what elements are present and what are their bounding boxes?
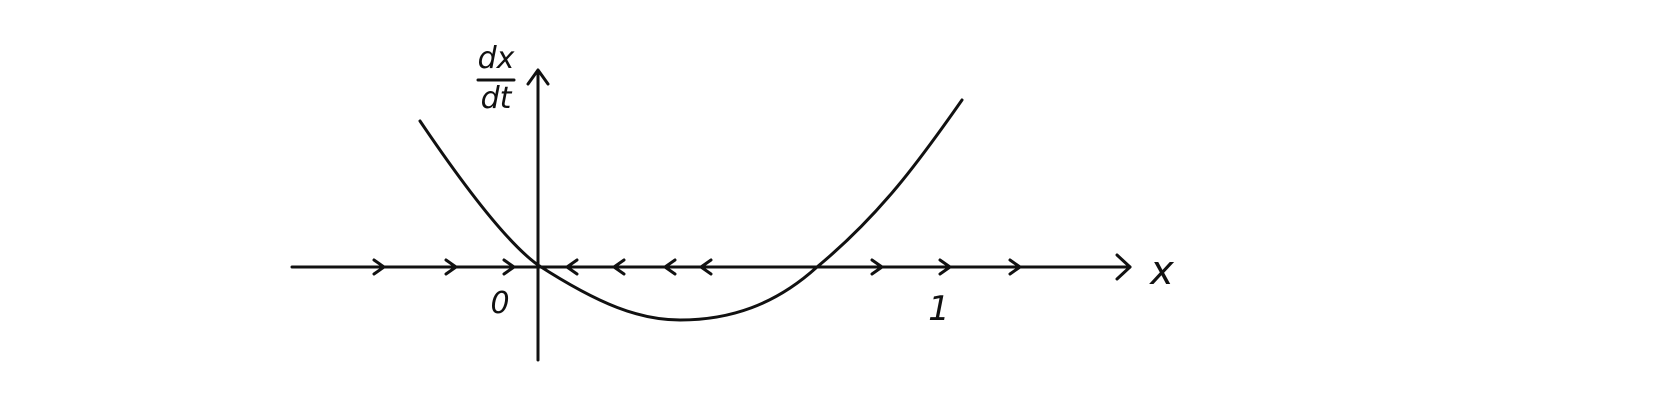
- y-axis-label-denominator: dt: [481, 81, 513, 116]
- flow-arrow-left: [612, 258, 626, 276]
- flow-arrow-right: [870, 258, 884, 276]
- flow-arrow-right: [444, 258, 458, 276]
- y-axis-arrowhead: [526, 68, 550, 86]
- flow-arrow-left: [699, 258, 713, 276]
- flow-arrow-right: [502, 258, 516, 276]
- flow-arrows: [372, 258, 1022, 276]
- flow-arrow-left: [565, 258, 579, 276]
- flow-arrow-right: [938, 258, 952, 276]
- flow-arrow-right: [372, 258, 386, 276]
- x-axis-arrowhead: [1115, 253, 1132, 281]
- dxdt-curve: [418, 98, 964, 322]
- tick-label-one: 1: [928, 289, 950, 329]
- x-axis-label: x: [1148, 248, 1174, 294]
- flow-arrow-left: [663, 258, 677, 276]
- tick-label-zero: 0: [490, 286, 509, 321]
- y-axis-label-numerator: dx: [478, 41, 515, 76]
- flow-arrow-right: [1008, 258, 1022, 276]
